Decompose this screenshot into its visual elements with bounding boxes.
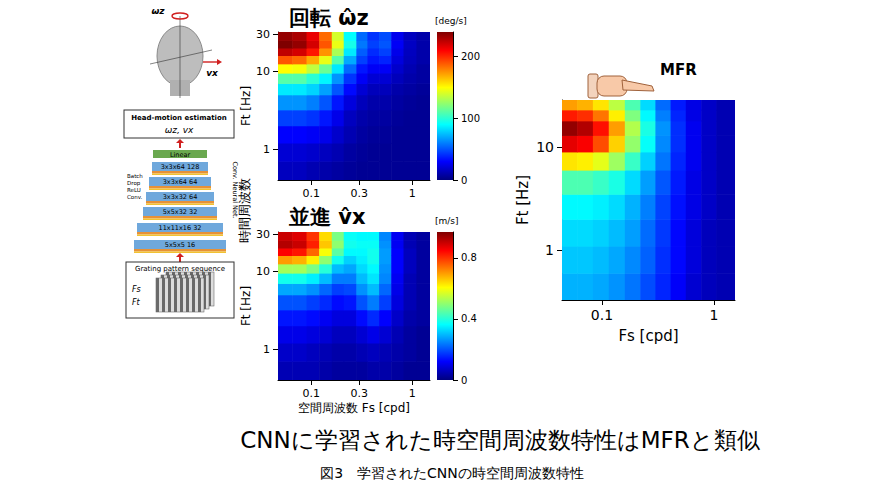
svg-text:10: 10 — [536, 139, 554, 155]
svg-text:0.8: 0.8 — [461, 252, 477, 263]
svg-text:ReLU: ReLU — [127, 187, 141, 193]
svg-text:200: 200 — [461, 51, 480, 62]
svg-text:Ft [Hz]: Ft [Hz] — [239, 286, 253, 326]
svg-text:時間周波数: 時間周波数 — [237, 178, 252, 243]
svg-text:3x3x32 64: 3x3x32 64 — [163, 193, 198, 201]
svg-text:Ft: Ft — [132, 298, 141, 307]
svg-text:1: 1 — [710, 307, 719, 323]
svg-text:100: 100 — [461, 113, 480, 124]
svg-text:Head-motion estimation: Head-motion estimation — [131, 114, 227, 122]
svg-text:Drop: Drop — [127, 180, 141, 187]
svg-text:ωz, vx: ωz, vx — [165, 125, 194, 135]
svg-text:1: 1 — [545, 242, 554, 258]
svg-text:Linear: Linear — [170, 151, 191, 159]
svg-text:Fs [cpd]: Fs [cpd] — [618, 327, 678, 345]
svg-text:[m/s]: [m/s] — [435, 216, 459, 226]
svg-text:vx: vx — [206, 68, 219, 78]
svg-text:0: 0 — [461, 375, 467, 386]
svg-text:CNNに学習された時空間周波数特性はMFRと類似: CNNに学習された時空間周波数特性はMFRと類似 — [240, 427, 760, 453]
svg-text:1: 1 — [263, 343, 270, 356]
svg-text:Conv. Neural Net.: Conv. Neural Net. — [231, 161, 239, 218]
svg-text:10: 10 — [256, 65, 270, 78]
svg-text:1: 1 — [409, 387, 416, 400]
svg-text:ωz: ωz — [151, 6, 165, 16]
svg-text:0.3: 0.3 — [351, 387, 369, 400]
svg-text:5x5x32 32: 5x5x32 32 — [163, 208, 198, 216]
svg-text:5x5x5 16: 5x5x5 16 — [165, 241, 195, 249]
svg-text:10: 10 — [256, 265, 270, 278]
svg-text:30: 30 — [256, 28, 270, 41]
svg-text:1: 1 — [263, 143, 270, 156]
svg-text:30: 30 — [256, 228, 270, 241]
svg-text:3x3x64 64: 3x3x64 64 — [163, 178, 198, 186]
svg-text:Batch: Batch — [127, 173, 143, 179]
svg-text:Fs: Fs — [132, 285, 141, 294]
svg-text:3x3x64 128: 3x3x64 128 — [161, 163, 200, 171]
svg-text:1: 1 — [409, 187, 416, 200]
svg-text:11x11x16 32: 11x11x16 32 — [159, 224, 202, 232]
svg-text:0.3: 0.3 — [351, 187, 369, 200]
svg-text:並進 v̂x: 並進 v̂x — [288, 205, 366, 229]
svg-text:0.1: 0.1 — [302, 387, 320, 400]
svg-text:[deg/s]: [deg/s] — [435, 16, 467, 26]
svg-text:MFR: MFR — [660, 61, 697, 79]
svg-text:Grating pattern sequence: Grating pattern sequence — [135, 265, 225, 273]
svg-text:回転 ω̂z: 回転 ω̂z — [289, 6, 369, 30]
svg-text:0.4: 0.4 — [461, 313, 477, 324]
svg-text:0.1: 0.1 — [302, 187, 320, 200]
svg-text:0.1: 0.1 — [591, 307, 613, 323]
svg-text:Ft [Hz]: Ft [Hz] — [514, 175, 532, 225]
svg-text:空間周波数 Fs [cpd]: 空間周波数 Fs [cpd] — [298, 401, 410, 415]
svg-text:Ft [Hz]: Ft [Hz] — [239, 86, 253, 126]
svg-text:図3 学習されたCNNの時空間周波数特性: 図3 学習されたCNNの時空間周波数特性 — [320, 465, 584, 481]
svg-text:Conv.: Conv. — [127, 194, 143, 200]
svg-text:0: 0 — [461, 175, 467, 186]
